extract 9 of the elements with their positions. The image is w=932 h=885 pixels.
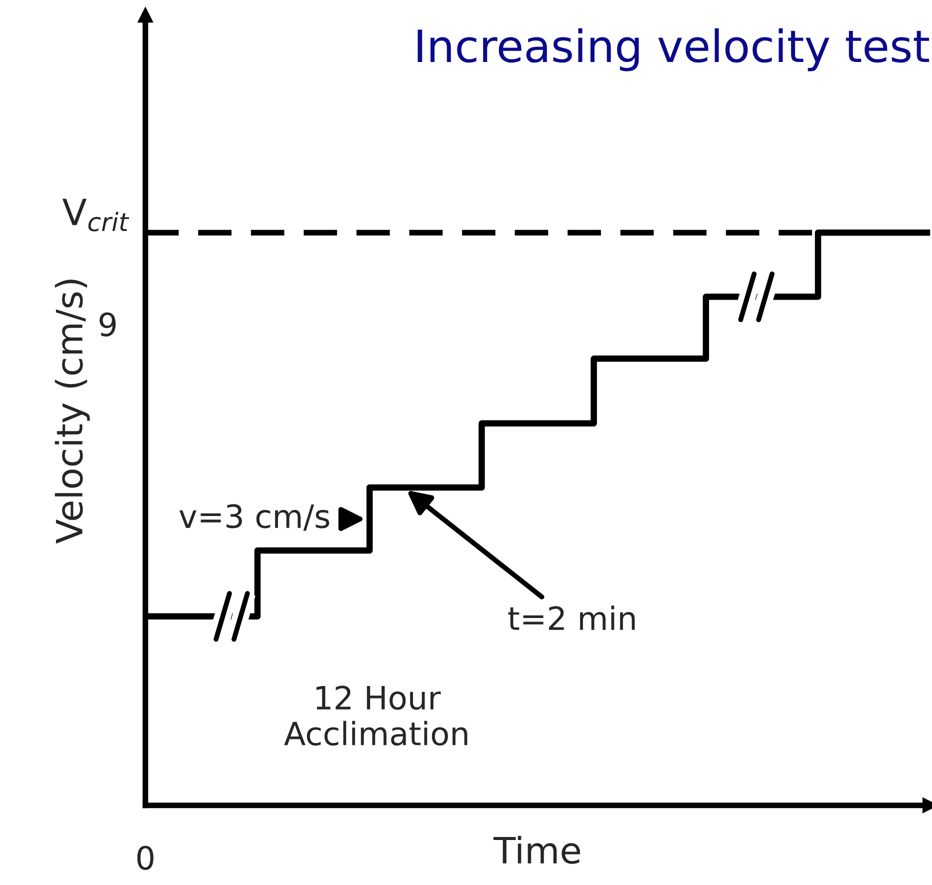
chart-title: Increasing velocity test xyxy=(418,28,930,72)
text: 9 xyxy=(100,312,116,336)
ref-line-label: V$_{crit}$ xyxy=(62,198,130,232)
y-axis-title: Velocity (cm/s) xyxy=(54,280,90,544)
annotation: t=2 min xyxy=(508,606,635,630)
annotation: 12 Hour Acclimation xyxy=(284,686,468,746)
annotation: v=3 cm/s xyxy=(179,504,330,531)
text: 0 xyxy=(137,846,154,870)
x-axis-title: Time xyxy=(493,836,580,864)
